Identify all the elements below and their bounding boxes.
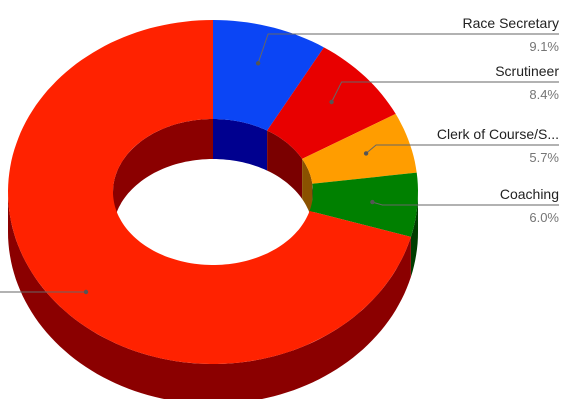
- slice-percent-0: 9.1%: [529, 39, 559, 54]
- slice-inner-wall-0: [213, 119, 268, 171]
- slice-outer-wall-3: [410, 192, 418, 277]
- slice-inner-wall-1: [267, 130, 303, 199]
- leader-dot-3: [370, 199, 375, 205]
- leader-line-0: [257, 33, 559, 64]
- leader-dot-4: [83, 289, 89, 295]
- slice-inner-wall-2: [302, 158, 313, 224]
- slice-label-3: Coaching: [500, 186, 559, 202]
- slice-inner-wall-4: [113, 119, 213, 232]
- leader-dot-1: [329, 99, 334, 105]
- slice-percent-1: 8.4%: [529, 87, 559, 102]
- leader-line-3: [372, 201, 559, 206]
- donut-side-walls: [8, 119, 418, 399]
- slice-4[interactable]: [8, 20, 411, 364]
- leader-line-1: [331, 81, 559, 103]
- slice-outer-wall-4: [8, 192, 411, 399]
- slice-3[interactable]: [309, 172, 419, 237]
- slice-percent-3: 6.0%: [529, 210, 559, 225]
- donut-top-faces: [8, 20, 418, 364]
- slice-label-2: Clerk of Course/S...: [437, 126, 559, 142]
- slice-labels: Race Secretary 9.1% Scrutineer 8.4% Clerk of…: [437, 15, 560, 225]
- slice-percent-2: 5.7%: [529, 150, 559, 165]
- slice-label-1: Scrutineer: [495, 63, 559, 79]
- leader-line-2: [365, 144, 559, 154]
- leader-dot-2: [363, 151, 369, 156]
- leader-dot-0: [255, 61, 261, 66]
- label-leader-lines: [0, 33, 559, 295]
- slice-label-0: Race Secretary: [463, 15, 559, 31]
- slice-2[interactable]: [302, 113, 417, 184]
- slice-0[interactable]: [213, 20, 324, 131]
